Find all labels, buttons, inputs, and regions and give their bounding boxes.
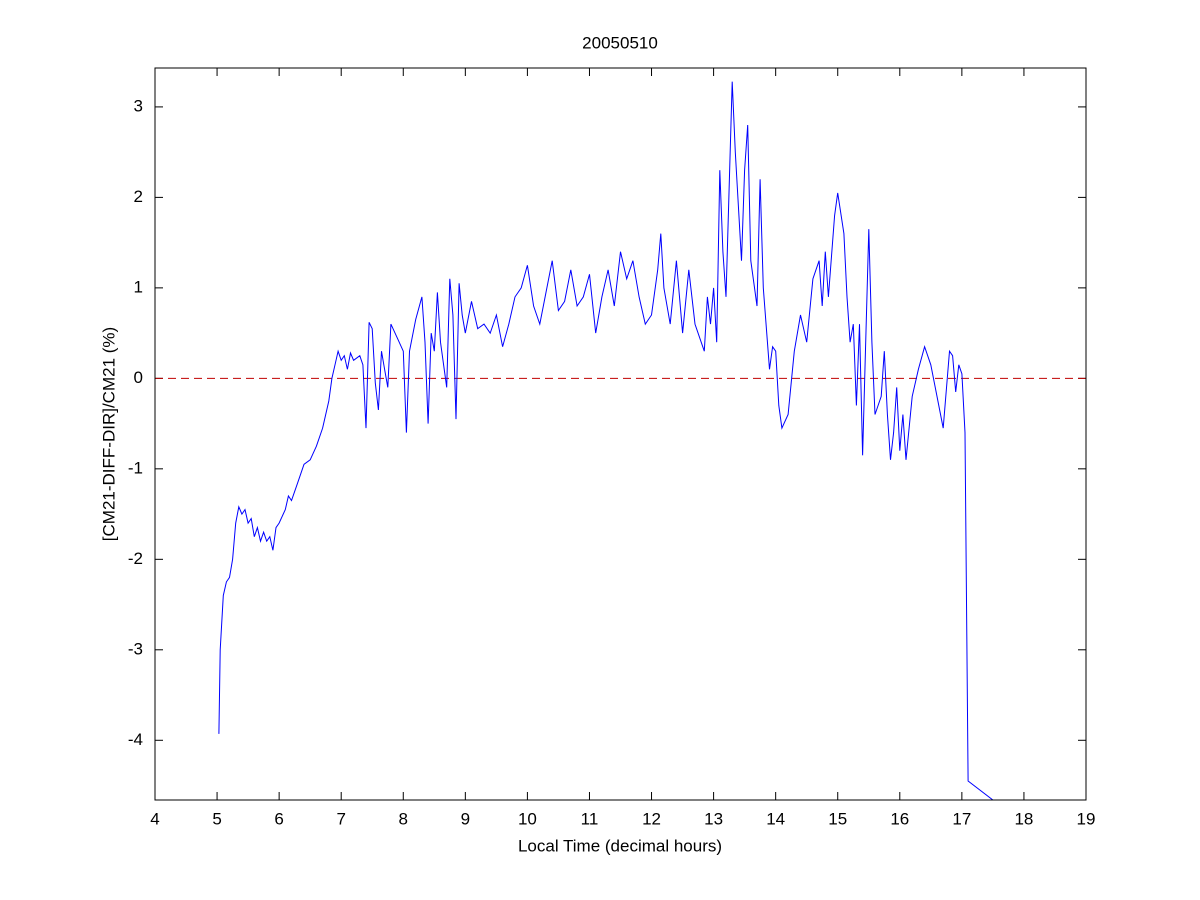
data-line <box>218 81 994 800</box>
y-tick-label: -3 <box>128 639 143 658</box>
x-axis-label: Local Time (decimal hours) <box>518 836 722 855</box>
x-tick-label: 8 <box>399 809 408 828</box>
y-tick-label: 1 <box>134 277 143 296</box>
x-tick-label: 11 <box>581 809 599 828</box>
x-tick-label: 16 <box>890 809 909 828</box>
x-tick-label: 6 <box>274 809 283 828</box>
chart-title: 20050510 <box>582 33 658 52</box>
y-tick-label: -1 <box>128 458 143 477</box>
x-tick-label: 18 <box>1014 809 1033 828</box>
plot-frame <box>154 67 1087 801</box>
y-tick-label: 2 <box>134 187 143 206</box>
y-tick-label: -2 <box>128 549 143 568</box>
x-tick-label: 14 <box>766 809 785 828</box>
y-axis-label: [CM21-DIFF-DIR]/CM21 (%) <box>99 327 118 541</box>
x-tick-label: 17 <box>952 809 971 828</box>
y-tick-label: -4 <box>128 730 143 749</box>
y-tick-label: 3 <box>134 96 143 115</box>
x-tick-label: 5 <box>212 809 221 828</box>
x-tick-label: 12 <box>642 809 661 828</box>
x-tick-label: 9 <box>461 809 470 828</box>
x-tick-label: 15 <box>828 809 847 828</box>
x-tick-label: 19 <box>1077 809 1096 828</box>
x-tick-label: 7 <box>336 809 345 828</box>
x-tick-label: 10 <box>518 809 537 828</box>
x-tick-label: 13 <box>704 809 723 828</box>
y-tick-label: 0 <box>134 368 143 387</box>
x-tick-label: 4 <box>150 809 159 828</box>
